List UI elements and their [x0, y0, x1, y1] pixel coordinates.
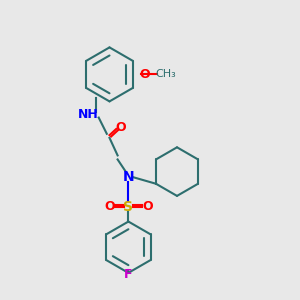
Text: O: O [142, 200, 153, 213]
Text: NH: NH [77, 108, 98, 122]
Text: S: S [123, 200, 134, 214]
Text: O: O [115, 121, 126, 134]
Text: N: N [123, 170, 134, 184]
Text: F: F [124, 268, 133, 281]
Text: O: O [104, 200, 115, 213]
Text: O: O [139, 68, 150, 81]
Text: CH₃: CH₃ [156, 69, 177, 80]
